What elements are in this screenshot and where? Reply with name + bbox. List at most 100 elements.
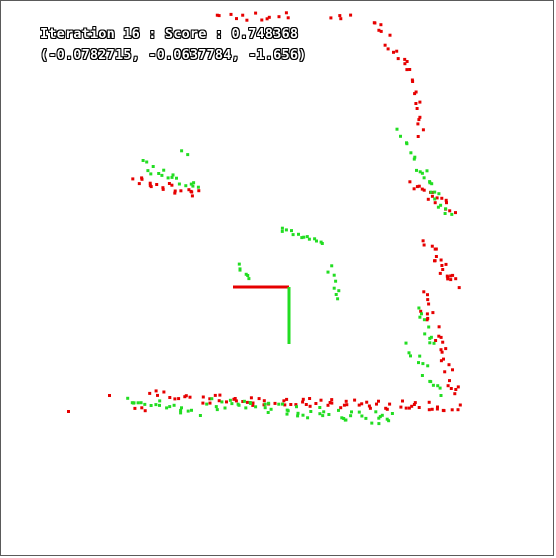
scan-point [290,229,293,233]
scan-point [403,62,407,66]
scan-point [433,190,437,194]
scan-point [367,404,371,408]
scan-point [263,406,267,410]
scan-point [345,403,349,407]
scan-point [235,17,238,21]
scan-point [383,43,387,47]
scan-point [257,397,261,401]
scan-point [446,277,450,281]
scan-point [417,118,421,122]
scan-point [246,274,250,277]
scan-point [236,402,240,406]
scan-point [338,14,342,18]
scan-point [395,49,399,53]
scan-point [155,183,159,186]
scan-point [132,401,136,405]
scan-point [422,290,426,294]
scan-point [230,402,234,406]
scan-point [327,413,331,416]
aligned-scan-points [126,127,454,426]
scan-point [454,388,458,391]
scan-point [173,397,177,401]
scan-point [322,410,326,414]
scan-point [319,240,323,244]
scan-point [390,412,394,415]
scan-point [318,412,322,416]
scan-point [161,187,165,191]
scan-point [208,401,212,405]
scan-point [401,399,404,403]
scan-point [186,409,190,413]
scan-point [428,336,432,340]
scan-point [308,404,312,408]
scan-point [437,325,441,329]
scan-point [408,68,412,71]
scan-point [427,400,431,404]
scan-point [421,128,425,132]
scan-point [416,135,420,138]
scan-point [447,363,451,367]
scan-point [190,194,194,198]
scan-point [433,197,437,201]
scan-point [422,243,426,247]
scan-point [249,396,253,400]
scan-point [180,406,183,410]
scan-point [308,397,312,400]
scan-point [215,13,219,17]
scan-point [431,383,435,387]
scan-point [458,403,462,407]
scan-point [213,393,217,397]
scan-point [372,21,376,25]
scan-point [444,347,448,351]
scan-point [403,57,407,61]
scan-point [336,297,340,301]
scan-point [281,402,284,406]
scan-point [168,396,172,399]
scan-point [214,405,218,409]
scan-point [301,397,305,401]
scan-point [284,11,288,15]
scan-point [173,189,177,193]
scan-point [423,332,427,336]
scan-point [151,165,155,168]
scan-point [439,335,443,339]
scan-point [149,404,153,407]
scan-point [433,259,436,263]
scan-point [179,189,183,193]
scan-point [386,47,390,51]
scan-point [232,397,236,401]
scan-point [432,341,436,345]
scan-point [442,409,446,413]
scan-point [357,410,361,414]
scan-point [421,239,425,243]
scan-point [343,418,347,422]
scan-point [407,406,411,410]
scan-point [420,374,424,377]
scan-point [426,316,430,320]
pose-estimate-label: (-0.0782715, -0.0637784, -1.656) [40,47,307,63]
scan-point [237,262,241,266]
scan-point [337,289,341,293]
scan-point [280,229,284,233]
scan-point [241,400,245,403]
scan-point [339,406,343,410]
scan-point [429,335,433,339]
scan-point [426,364,430,368]
scan-point [439,359,443,363]
scan-point [342,403,346,407]
scan-point [427,325,431,329]
scan-point [313,237,317,241]
scan-point [149,172,153,176]
scan-point [330,264,334,268]
scan-point [145,160,149,164]
scan-point [417,184,421,188]
scan-point [414,90,418,94]
scan-point [330,398,334,402]
scan-point [449,278,453,282]
scan-point [189,182,193,186]
scan-point [157,172,161,175]
scan-point [412,403,416,406]
scan-point [407,351,411,355]
